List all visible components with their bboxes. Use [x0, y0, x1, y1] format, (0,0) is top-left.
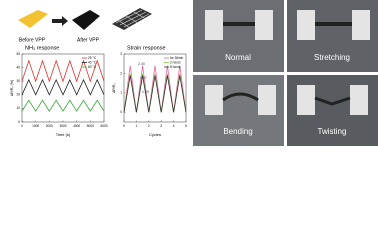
x-tick-label: 3 — [160, 124, 162, 128]
y-tick-label: 20 — [16, 93, 20, 97]
y-tick-label: 40 — [16, 65, 20, 69]
y-tick-label: 3 — [120, 52, 122, 56]
graphical-abstract: Before VPP After VPP Normal Stretching B… — [10, 0, 378, 146]
legend-label: 40 °C — [88, 60, 97, 64]
film-icon — [72, 10, 100, 30]
after-label: After VPP — [77, 37, 100, 43]
y-tick-label: 50 — [16, 52, 20, 56]
y-tick-label: 0 — [18, 120, 20, 124]
x-tick-label: 4 — [173, 124, 175, 128]
x-tick-label: 0 — [123, 124, 125, 128]
y-axis-label: ΔR/R₀ (%) — [10, 80, 14, 96]
photo-grid — [193, 0, 378, 146]
x-tick-label: 2000 — [46, 124, 53, 128]
y-tick-label: 10 — [16, 106, 20, 110]
annotation: 1.89 — [142, 90, 149, 94]
photo-label: Bending — [223, 127, 252, 136]
legend-label: 8 hours — [170, 65, 181, 69]
legend-label: 60 °C — [88, 65, 97, 69]
y-tick-label: 30 — [16, 79, 20, 83]
chart-title: NH₃ response — [25, 45, 59, 51]
x-tick-label: 5 — [185, 124, 187, 128]
legend-label: 25 °C — [88, 56, 97, 60]
data-line — [21, 59, 105, 83]
x-axis-label: Cycles — [149, 132, 161, 137]
x-tick-label: 4000 — [73, 124, 80, 128]
x-tick-label: 5000 — [87, 124, 94, 128]
data-line — [21, 78, 105, 96]
x-tick-label: 1000 — [32, 124, 39, 128]
annotation: 2.40 — [138, 62, 145, 66]
x-axis-label: Time (s) — [56, 132, 71, 137]
legend-label: for 30min — [170, 56, 184, 60]
y-tick-label: 1 — [120, 91, 122, 95]
chart-title: Strain response — [127, 45, 166, 51]
y-tick-label: 0 — [120, 110, 122, 114]
film-icon — [18, 10, 48, 28]
x-tick-label: 0 — [21, 124, 23, 128]
plot-frame — [123, 53, 187, 123]
x-tick-label: 1 — [136, 124, 138, 128]
photo-label: Normal — [225, 53, 251, 62]
before-label: Before VPP — [19, 37, 46, 43]
arrow — [52, 16, 68, 26]
data-line — [123, 75, 187, 113]
data-line — [123, 65, 187, 113]
y-axis-label: ΔR/R₀ — [112, 83, 116, 93]
x-tick-label: 2 — [148, 124, 150, 128]
mesh-icon — [112, 8, 152, 30]
photo-label: Twisting — [318, 127, 347, 136]
legend-label: 2 hours — [170, 60, 181, 64]
annotation: 1.97 — [140, 76, 147, 80]
data-line — [21, 99, 105, 112]
y-tick-label: 2 — [120, 71, 122, 75]
x-tick-label: 6000 — [100, 124, 107, 128]
photo-label: Stretching — [314, 53, 350, 62]
x-tick-label: 3000 — [59, 124, 66, 128]
